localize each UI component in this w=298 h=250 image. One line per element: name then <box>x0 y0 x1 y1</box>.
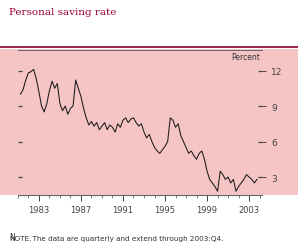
Text: Percent: Percent <box>231 53 260 62</box>
Text: Personal saving rate: Personal saving rate <box>9 8 116 16</box>
Text: NOTE.: NOTE. <box>9 235 31 241</box>
Text: N: N <box>9 232 15 241</box>
Text: NOTE.  The data are quarterly and extend through 2003:Q4.: NOTE. The data are quarterly and extend … <box>0 249 1 250</box>
Text: The data are quarterly and extend through 2003:Q4.: The data are quarterly and extend throug… <box>28 235 224 241</box>
